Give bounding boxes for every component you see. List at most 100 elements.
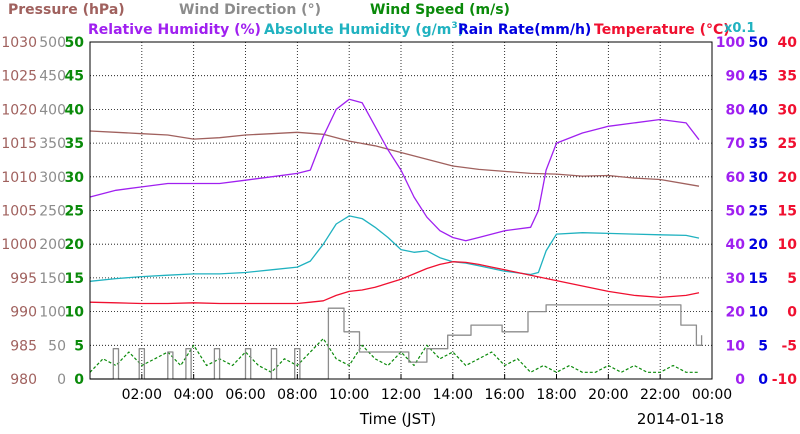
x-tick-label: 08:00	[277, 387, 317, 403]
legend-absolute-humidity-pre: Absolute Humidity (g/m	[264, 22, 451, 38]
legend-wind-direction: Wind Direction (°)	[179, 2, 321, 18]
series-line-wind-direction	[90, 304, 703, 380]
y-tick-label-wind-direction: 100	[39, 305, 66, 321]
y-tick-label-temperature: 15	[778, 204, 797, 220]
y-tick-label-rain-rate: 20	[749, 237, 769, 253]
x-tick-label: 18:00	[536, 387, 576, 403]
y-tick-label-wind-speed: 5	[74, 338, 84, 354]
y-tick-label-rain-rate: 35	[749, 136, 768, 152]
y-tick-label-relative-humidity: 50	[726, 204, 746, 220]
legend-pressure: Pressure (hPa)	[8, 2, 125, 18]
x-tick-label: 10:00	[329, 387, 369, 403]
y-tick-label-rain-rate: 30	[749, 170, 769, 186]
left-axes: 1030102510201015101010051000995990985980…	[1, 35, 84, 388]
legend-absolute-humidity-sup: 3	[451, 21, 457, 31]
y-tick-label-wind-direction: 450	[39, 69, 66, 85]
legend-temperature: Temperature (°C)	[594, 22, 730, 38]
y-tick-label-wind-direction: 350	[39, 136, 66, 152]
legend-absolute-humidity-post: )	[458, 22, 464, 38]
y-tick-label-relative-humidity: 40	[726, 237, 746, 253]
y-tick-label-pressure: 985	[10, 338, 37, 354]
y-tick-label-relative-humidity: 70	[726, 136, 746, 152]
legend-absolute-humidity: Absolute Humidity (g/m3)	[264, 21, 464, 38]
legend-wind-speed: Wind Speed (m/s)	[370, 2, 510, 18]
y-tick-label-wind-direction: 50	[48, 338, 66, 354]
x-tick-label: 00:00	[692, 387, 732, 403]
y-tick-label-wind-speed: 35	[65, 136, 84, 152]
y-tick-label-wind-speed: 25	[65, 204, 84, 220]
y-tick-label-wind-direction: 200	[39, 237, 66, 253]
y-tick-label-wind-direction: 250	[39, 204, 66, 220]
y-tick-label-wind-speed: 20	[65, 237, 85, 253]
y-tick-label-rain-rate: 15	[749, 271, 768, 287]
x-axis-label: Time (JST)	[359, 410, 436, 428]
x-tick-label: 16:00	[484, 387, 524, 403]
series-group	[89, 98, 703, 380]
series-line-temperature	[89, 261, 700, 305]
y-tick-label-temperature: 40	[778, 35, 798, 51]
legend-rain-rate: Rain Rate(mm/h)	[458, 22, 591, 38]
y-tick-label-temperature: 35	[778, 69, 797, 85]
series-line-pressure	[89, 130, 700, 187]
y-tick-label-relative-humidity: 30	[726, 271, 746, 287]
y-tick-label-wind-speed: 50	[65, 35, 85, 51]
x-tick-label: 20:00	[588, 387, 628, 403]
y-tick-label-relative-humidity: 10	[726, 338, 746, 354]
y-tick-label-pressure: 1005	[1, 204, 37, 220]
y-tick-label-temperature: 30	[778, 102, 798, 118]
y-tick-label-temperature: 25	[778, 136, 797, 152]
y-tick-label-wind-speed: 0	[74, 372, 84, 388]
y-tick-label-rain-rate: 10	[749, 305, 769, 321]
y-tick-label-pressure: 980	[10, 372, 37, 388]
legend-scale-note: x0.1	[724, 21, 755, 36]
series-line-rain-rate	[89, 215, 700, 282]
y-tick-label-wind-speed: 40	[65, 102, 85, 118]
x-tick-label: 06:00	[225, 387, 265, 403]
y-tick-label-rain-rate: 40	[749, 102, 769, 118]
y-tick-label-wind-speed: 10	[65, 305, 85, 321]
y-tick-label-rain-rate: 5	[758, 338, 768, 354]
series-line-wind-speed	[89, 338, 699, 373]
y-tick-label-pressure: 990	[10, 305, 37, 321]
y-tick-label-pressure: 1000	[1, 237, 37, 253]
y-tick-label-temperature: 20	[778, 170, 798, 186]
y-tick-label-relative-humidity: 60	[726, 170, 746, 186]
legend-relative-humidity: Relative Humidity (%)	[88, 22, 261, 38]
y-tick-label-pressure: 1030	[1, 35, 37, 51]
series-line-relative-humidity	[89, 98, 700, 242]
y-tick-label-wind-direction: 150	[39, 271, 66, 287]
x-tick-label: 22:00	[640, 387, 680, 403]
y-tick-label-relative-humidity: 0	[735, 372, 745, 388]
y-tick-label-temperature: -10	[772, 372, 798, 388]
y-tick-label-wind-direction: 400	[39, 102, 66, 118]
legend: Pressure (hPa) Wind Direction (°) Wind S…	[8, 2, 755, 38]
y-tick-label-wind-speed: 45	[65, 69, 84, 85]
y-tick-label-temperature: 0	[787, 305, 797, 321]
y-tick-label-pressure: 1025	[1, 69, 37, 85]
plot-frame	[89, 41, 713, 380]
y-tick-label-relative-humidity: 80	[726, 102, 746, 118]
y-tick-label-temperature: 10	[778, 237, 798, 253]
y-tick-label-pressure: 1020	[1, 102, 37, 118]
y-tick-label-pressure: 995	[10, 271, 37, 287]
y-tick-label-relative-humidity: 100	[716, 35, 745, 51]
y-tick-label-rain-rate: 25	[749, 204, 768, 220]
x-tick-label: 12:00	[381, 387, 421, 403]
y-tick-label-relative-humidity: 90	[726, 69, 746, 85]
y-tick-label-pressure: 1015	[1, 136, 37, 152]
right-axes: 1009080706050403020100504540353025201510…	[716, 35, 797, 388]
y-tick-label-wind-direction: 500	[39, 35, 66, 51]
y-tick-label-relative-humidity: 20	[726, 305, 746, 321]
x-tick-label: 14:00	[433, 387, 473, 403]
x-tick-label: 04:00	[173, 387, 213, 403]
y-tick-label-rain-rate: 50	[749, 35, 769, 51]
y-tick-label-wind-direction: 300	[39, 170, 66, 186]
y-tick-label-pressure: 1010	[1, 170, 37, 186]
y-tick-label-rain-rate: 0	[758, 372, 768, 388]
y-tick-label-wind-direction: 0	[57, 372, 66, 388]
y-tick-label-temperature: 5	[787, 271, 797, 287]
date-label: 2014-01-18	[637, 410, 724, 428]
y-tick-label-rain-rate: 45	[749, 69, 768, 85]
y-tick-label-wind-speed: 30	[65, 170, 85, 186]
